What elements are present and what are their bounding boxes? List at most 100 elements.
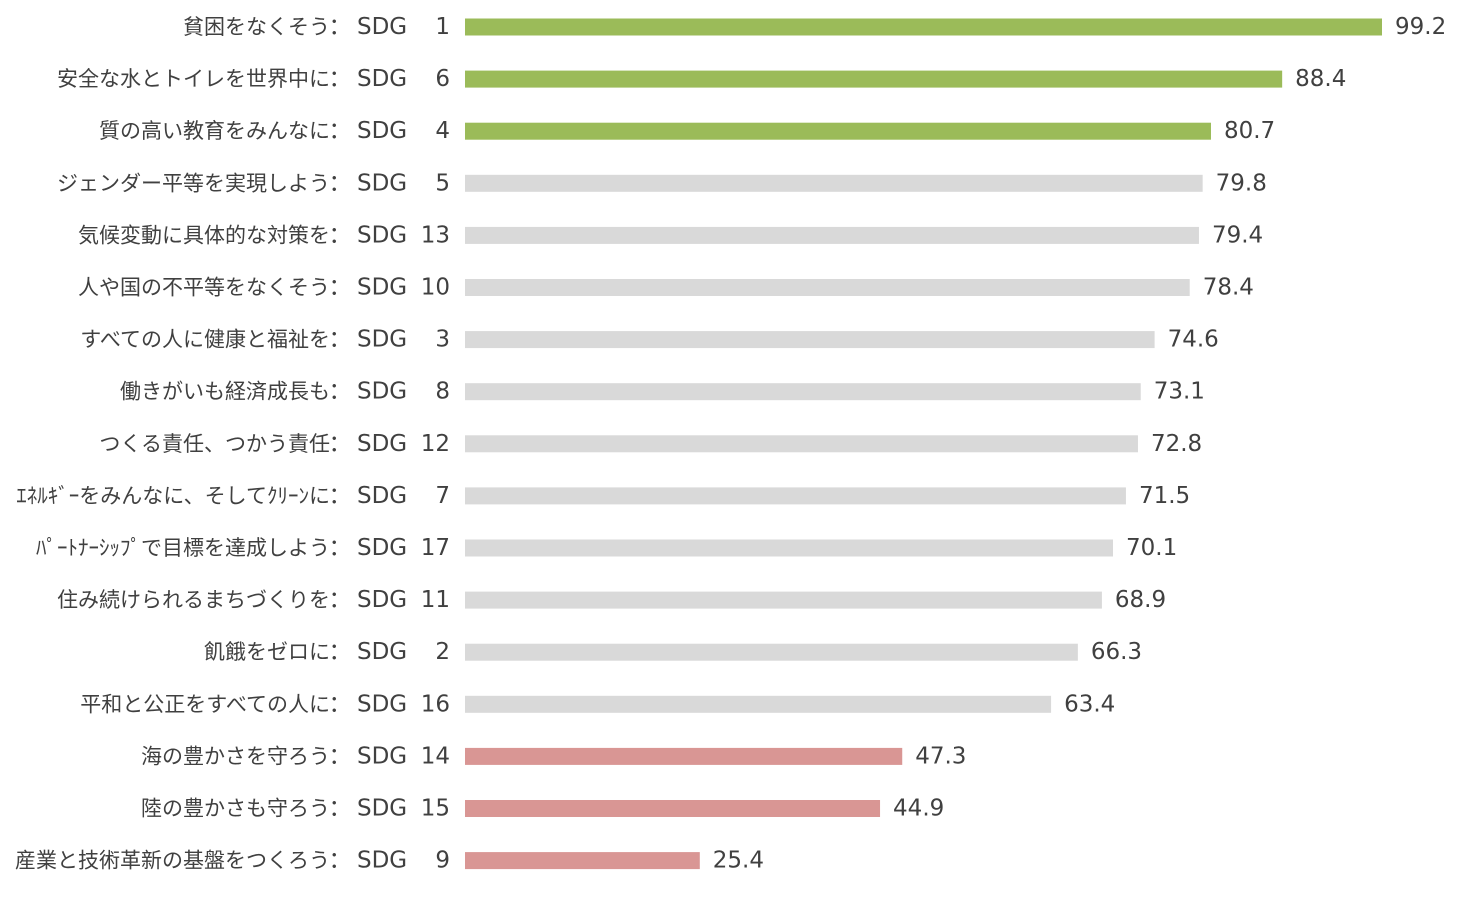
category-separator: ： <box>329 66 352 92</box>
category-separator: ： <box>329 743 352 769</box>
sdg-label: SDG <box>357 275 407 301</box>
category-separator: ： <box>329 327 352 353</box>
sdg-label: SDG <box>357 222 407 248</box>
category-separator: ： <box>329 483 352 509</box>
bar-row: 産業と技術革新の基盤をつくろう： SDG 9 25.4 <box>15 848 764 874</box>
bar-row: 陸の豊かさも守ろう： SDG 15 44.9 <box>141 796 944 822</box>
sdg-number: 6 <box>435 66 450 92</box>
bar-row: すべての人に健康と福祉を： SDG 3 74.6 <box>80 327 1219 353</box>
value-label: 73.1 <box>1154 379 1205 405</box>
category-separator: ： <box>329 275 352 301</box>
bar-row: 気候変動に具体的な対策を： SDG 13 79.4 <box>78 222 1263 248</box>
bar-row: ｴﾈﾙｷﾞｰをみんなに、そしてｸﾘｰﾝに： SDG 7 71.5 <box>16 483 1190 509</box>
value-label: 63.4 <box>1064 691 1115 717</box>
sdg-number: 13 <box>421 222 450 248</box>
category-label: 産業と技術革新の基盤をつくろう <box>15 849 330 873</box>
bar-row: 人や国の不平等をなくそう： SDG 10 78.4 <box>78 275 1254 301</box>
sdg-label: SDG <box>357 66 407 92</box>
category-label: ジェンダー平等を実現しよう <box>57 171 330 195</box>
sdg-number: 12 <box>421 431 450 457</box>
bar <box>465 643 1078 661</box>
value-label: 88.4 <box>1295 66 1346 92</box>
category-separator: ： <box>329 170 352 196</box>
category-label: 働きがいも経済成長も <box>120 380 330 404</box>
value-label: 68.9 <box>1115 587 1166 613</box>
category-separator: ： <box>329 222 352 248</box>
category-label: 住み続けられるまちづくりを <box>57 588 330 612</box>
sdg-number: 9 <box>435 848 450 874</box>
sdg-label: SDG <box>357 743 407 769</box>
value-label: 66.3 <box>1091 639 1142 665</box>
value-label: 79.8 <box>1216 170 1267 196</box>
bar <box>465 487 1126 505</box>
category-separator: ： <box>329 14 352 40</box>
sdg-label: SDG <box>357 483 407 509</box>
bar <box>465 800 881 817</box>
value-label: 79.4 <box>1212 222 1263 248</box>
bar <box>465 591 1102 609</box>
bar <box>465 695 1052 713</box>
value-label: 99.2 <box>1395 14 1446 40</box>
sdg-label: SDG <box>357 379 407 405</box>
bar <box>465 18 1382 36</box>
bar-row: つくる責任、つかう責任： SDG 12 72.8 <box>99 431 1202 457</box>
sdg-label: SDG <box>357 587 407 613</box>
bar <box>465 331 1155 349</box>
sdg-label: SDG <box>357 535 407 561</box>
sdg-number: 1 <box>435 14 450 40</box>
category-separator: ： <box>329 587 352 613</box>
category-label: つくる責任、つかう責任 <box>99 432 330 456</box>
category-label: 海の豊かさを守ろう <box>141 744 330 768</box>
category-label: 飢餓をゼロに <box>204 640 330 664</box>
bar <box>465 70 1283 88</box>
category-separator: ： <box>329 379 352 405</box>
sdg-label: SDG <box>357 639 407 665</box>
bar-row: 安全な水とトイレを世界中に： SDG 6 88.4 <box>57 66 1346 92</box>
value-label: 74.6 <box>1168 327 1219 353</box>
category-label: 人や国の不平等をなくそう <box>78 276 330 300</box>
bar-row: 働きがいも経済成長も： SDG 8 73.1 <box>120 379 1205 405</box>
category-separator: ： <box>329 848 352 874</box>
sdg-label: SDG <box>357 118 407 144</box>
sdg-number: 7 <box>435 483 450 509</box>
category-label: すべての人に健康と福祉を <box>80 328 330 352</box>
sdg-label: SDG <box>357 691 407 717</box>
sdg-number: 14 <box>421 743 450 769</box>
bar-row: 住み続けられるまちづくりを： SDG 11 68.9 <box>57 587 1166 613</box>
sdg-number: 15 <box>421 796 450 822</box>
category-separator: ： <box>329 639 352 665</box>
value-label: 70.1 <box>1126 535 1177 561</box>
bar-row: 飢餓をゼロに： SDG 2 66.3 <box>204 639 1142 665</box>
value-label: 25.4 <box>713 848 764 874</box>
sdg-label: SDG <box>357 796 407 822</box>
sdg-number: 5 <box>435 170 450 196</box>
category-label: ｴﾈﾙｷﾞｰをみんなに、そしてｸﾘｰﾝに <box>16 484 330 508</box>
sdg-number: 3 <box>435 327 450 353</box>
value-label: 72.8 <box>1151 431 1202 457</box>
bar <box>465 279 1190 296</box>
value-label: 44.9 <box>893 796 944 822</box>
sdg-label: SDG <box>357 14 407 40</box>
value-label: 71.5 <box>1139 483 1190 509</box>
bar <box>465 122 1211 140</box>
value-label: 47.3 <box>915 743 966 769</box>
category-label: 貧困をなくそう <box>183 15 330 39</box>
bar-row: 質の高い教育をみんなに： SDG 4 80.7 <box>99 118 1275 144</box>
bar-row: 平和と公正をすべての人に： SDG 16 63.4 <box>80 691 1115 717</box>
bar <box>465 226 1199 244</box>
value-label: 80.7 <box>1224 118 1275 144</box>
sdg-label: SDG <box>357 327 407 353</box>
sdg-number: 16 <box>421 691 450 717</box>
bar-row: ﾊﾟｰﾄﾅｰｼｯﾌﾟで目標を達成しよう： SDG 17 70.1 <box>36 535 1177 561</box>
sdg-number: 8 <box>435 379 450 405</box>
bar-row: 貧困をなくそう： SDG 1 99.2 <box>183 14 1446 40</box>
bar <box>465 383 1141 401</box>
category-label: ﾊﾟｰﾄﾅｰｼｯﾌﾟで目標を達成しよう <box>36 536 330 560</box>
sdg-label: SDG <box>357 170 407 196</box>
category-separator: ： <box>329 431 352 457</box>
bar <box>465 174 1203 192</box>
bar <box>465 747 903 765</box>
bar <box>465 852 700 870</box>
category-label: 安全な水とトイレを世界中に <box>57 67 330 91</box>
